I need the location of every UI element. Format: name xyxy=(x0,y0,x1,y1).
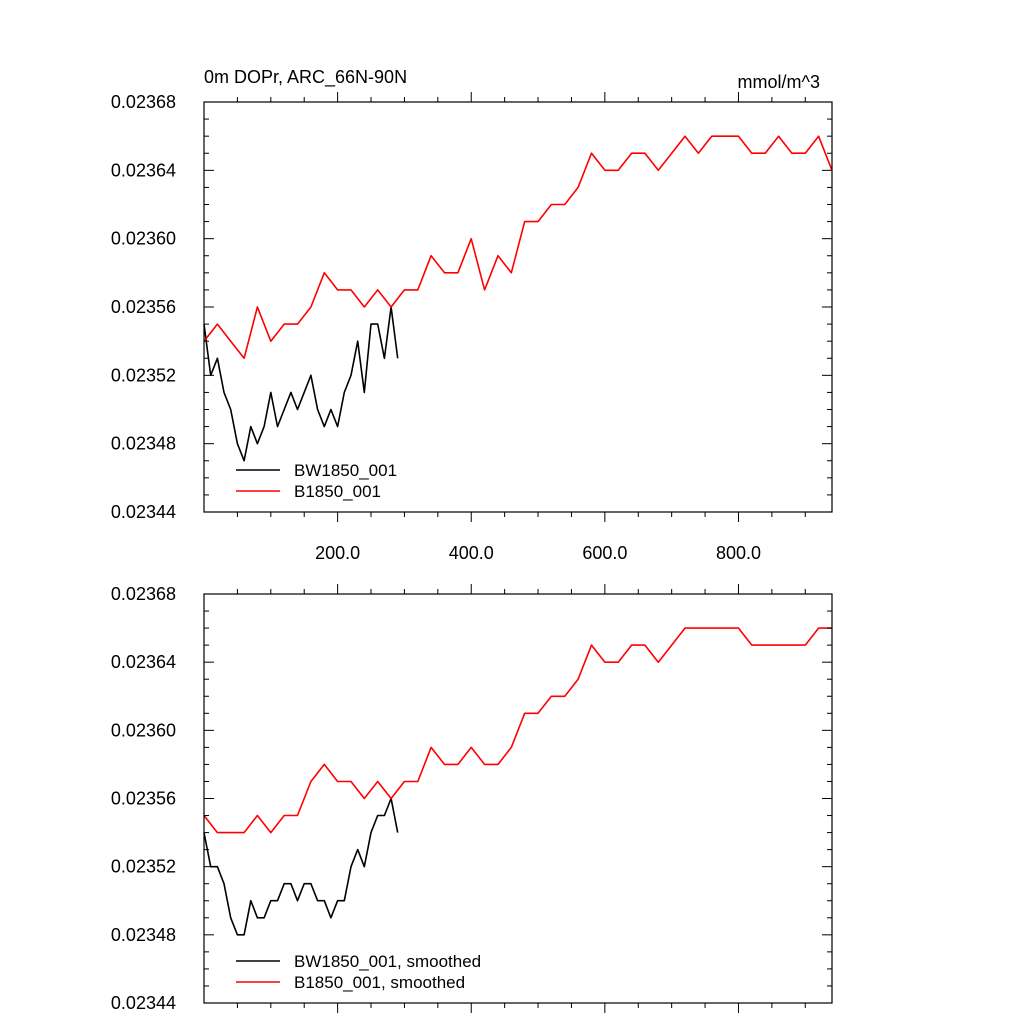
y-tick-label: 0.02352 xyxy=(111,857,176,877)
y-tick-label: 0.02344 xyxy=(111,502,176,522)
y-tick-label: 0.02368 xyxy=(111,584,176,604)
series-line-0-0 xyxy=(203,306,399,462)
y-tick-label: 0.02344 xyxy=(111,993,176,1013)
bottom-panel: 0.02344 0.02348 0.02352 0.02356 0.02360 0.023… xyxy=(111,584,833,1013)
y-tick-label: 0.02356 xyxy=(111,789,176,809)
y-tick-label: 0.02360 xyxy=(111,229,176,249)
top-panel-series xyxy=(203,135,833,462)
series-line-1-1 xyxy=(203,627,832,834)
top-panel-legend: BW1850_001 B1850_001 xyxy=(236,461,397,501)
x-tick-label: 400.0 xyxy=(449,543,494,563)
legend-label-b1850-smoothed: B1850_001, smoothed xyxy=(294,973,465,992)
y-tick-label: 0.02348 xyxy=(111,434,176,454)
series-line-0-1 xyxy=(203,135,833,360)
bottom-panel-axes: 0.02344 0.02348 0.02352 0.02356 0.02360 0.023… xyxy=(111,584,833,1013)
top-panel-title: 0m DOPr, ARC_66N-90N xyxy=(204,67,407,88)
y-tick-label: 0.02360 xyxy=(111,720,176,740)
bottom-panel-series xyxy=(203,627,832,936)
top-panel: 0m DOPr, ARC_66N-90N mmol/m^3 0.023440.0… xyxy=(111,67,833,563)
top-panel-units: mmol/m^3 xyxy=(738,72,820,92)
bottom-panel-legend: BW1850_001, smoothed B1850_001, smoothed xyxy=(236,952,481,992)
x-tick-label: 600.0 xyxy=(582,543,627,563)
y-tick-label: 0.02352 xyxy=(111,365,176,385)
y-tick-label: 0.02348 xyxy=(111,925,176,945)
y-tick-label: 0.02356 xyxy=(111,297,176,317)
x-tick-label: 800.0 xyxy=(716,543,761,563)
top-panel-axes: 0.02344 0.02348 0.02352 0.02356 0.02360 0.023… xyxy=(111,92,833,563)
x-tick-label: 200.0 xyxy=(315,543,360,563)
y-tick-label: 0.02364 xyxy=(111,160,176,180)
y-tick-label: 0.02364 xyxy=(111,652,176,672)
legend-label-bw1850: BW1850_001 xyxy=(294,461,397,480)
legend-label-bw1850-smoothed: BW1850_001, smoothed xyxy=(294,952,481,971)
series-line-1-0 xyxy=(203,797,399,936)
legend-label-b1850: B1850_001 xyxy=(294,482,381,501)
y-tick-label: 0.02368 xyxy=(111,92,176,112)
